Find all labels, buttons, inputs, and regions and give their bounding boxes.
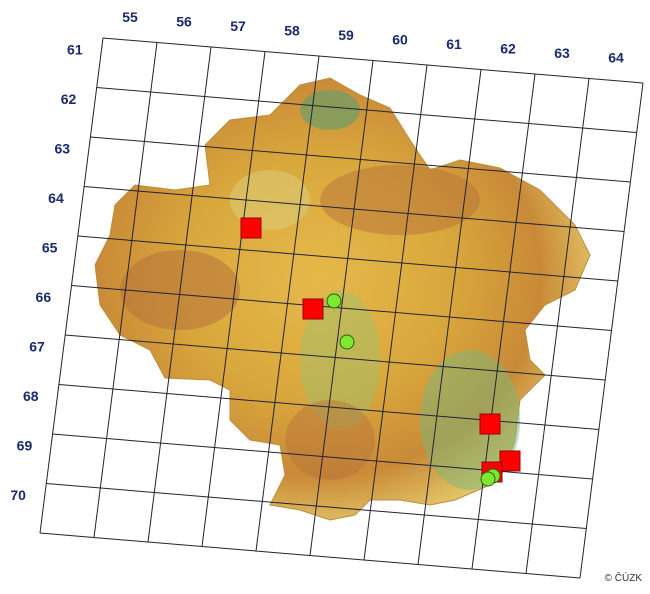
column-label: 59 [338, 27, 354, 43]
grid-line [84, 186, 625, 232]
column-label: 58 [284, 22, 300, 38]
row-label: 65 [42, 239, 58, 255]
row-label: 63 [54, 140, 70, 156]
credit: © ČÚZK [605, 571, 643, 584]
grid-line [46, 483, 587, 529]
grid [39, 37, 644, 579]
row-label: 62 [61, 91, 77, 107]
column-label: 56 [176, 13, 192, 29]
column-label: 61 [446, 36, 462, 52]
row-label: 67 [29, 338, 45, 354]
grid-line [96, 87, 637, 133]
row-label: 64 [48, 190, 64, 206]
record-square [302, 298, 324, 320]
row-label: 61 [67, 41, 83, 57]
markers [240, 217, 521, 487]
record-circle [480, 471, 496, 487]
record-square [499, 450, 521, 472]
column-label: 55 [122, 9, 138, 25]
grid-line [58, 384, 599, 430]
row-label: 66 [36, 289, 52, 305]
row-label: 69 [17, 437, 33, 453]
record-square [240, 217, 262, 239]
column-label: 57 [230, 18, 246, 34]
row-label: 68 [23, 388, 39, 404]
column-label: 64 [608, 49, 624, 65]
grid-line [39, 532, 581, 579]
column-label: 62 [500, 40, 516, 56]
record-circle [326, 293, 342, 309]
record-circle [339, 334, 355, 350]
grid-line [65, 334, 606, 381]
grid-line [90, 136, 631, 183]
column-label: 60 [392, 31, 408, 47]
grid-line [77, 235, 618, 282]
row-label: 70 [10, 487, 26, 503]
record-square [479, 413, 501, 435]
grid-line [102, 37, 644, 84]
grid-line [71, 285, 612, 331]
column-label: 63 [554, 45, 570, 61]
